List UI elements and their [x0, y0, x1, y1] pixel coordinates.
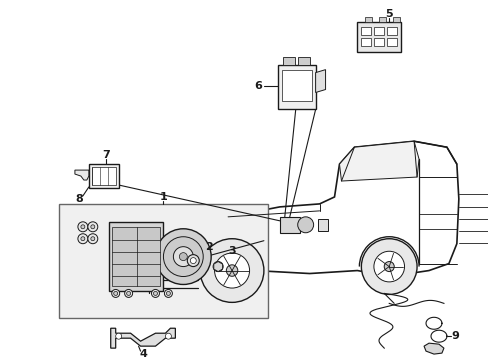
Bar [59, 204, 267, 318]
Text: 7: 7 [102, 150, 109, 160]
Bar [357, 22, 400, 52]
Bar [379, 17, 386, 22]
Circle shape [151, 289, 159, 297]
Bar [297, 57, 309, 65]
Polygon shape [339, 141, 418, 181]
Bar [92, 167, 116, 185]
Text: 1: 1 [159, 192, 167, 202]
Bar [281, 69, 311, 102]
Bar [361, 38, 370, 46]
Polygon shape [148, 141, 458, 288]
Circle shape [187, 255, 199, 266]
Circle shape [124, 289, 132, 297]
Circle shape [114, 292, 118, 296]
Bar [392, 17, 399, 22]
Circle shape [163, 237, 203, 276]
Circle shape [88, 234, 98, 244]
Text: 8: 8 [75, 194, 82, 204]
Circle shape [165, 333, 171, 339]
Text: 2: 2 [205, 242, 213, 252]
Circle shape [81, 225, 85, 229]
Text: 6: 6 [253, 81, 262, 91]
Bar [111, 227, 160, 287]
Circle shape [373, 251, 404, 282]
Bar [148, 239, 178, 257]
Bar [282, 57, 294, 65]
Bar [277, 65, 315, 109]
Circle shape [78, 234, 88, 244]
Bar [279, 217, 299, 233]
Circle shape [111, 289, 120, 297]
Polygon shape [110, 328, 175, 348]
Circle shape [78, 222, 88, 232]
Circle shape [81, 237, 85, 241]
Bar [89, 164, 119, 188]
Circle shape [166, 292, 170, 296]
Circle shape [155, 229, 211, 284]
Bar [361, 27, 370, 35]
Polygon shape [75, 170, 89, 180]
Circle shape [384, 262, 393, 271]
Polygon shape [315, 69, 325, 93]
Text: 4: 4 [139, 349, 147, 359]
Circle shape [91, 225, 95, 229]
Bar [386, 38, 396, 46]
Circle shape [214, 253, 249, 288]
Bar [108, 222, 163, 292]
Polygon shape [213, 262, 222, 271]
Polygon shape [423, 343, 443, 354]
Circle shape [226, 265, 237, 276]
Text: 5: 5 [385, 9, 392, 19]
Circle shape [179, 253, 187, 261]
Circle shape [116, 333, 122, 339]
Circle shape [88, 222, 98, 232]
Circle shape [91, 237, 95, 241]
Bar [317, 219, 327, 231]
Circle shape [153, 292, 157, 296]
Circle shape [126, 292, 130, 296]
Circle shape [297, 217, 313, 233]
Text: 9: 9 [450, 331, 458, 341]
Text: 3: 3 [228, 246, 235, 256]
Circle shape [190, 258, 196, 264]
Circle shape [213, 262, 223, 271]
Circle shape [200, 239, 264, 302]
Circle shape [173, 247, 193, 266]
Bar [373, 38, 384, 46]
Bar [386, 27, 396, 35]
Bar [373, 27, 384, 35]
Bar [365, 17, 371, 22]
Circle shape [361, 239, 416, 294]
Circle shape [164, 289, 172, 297]
